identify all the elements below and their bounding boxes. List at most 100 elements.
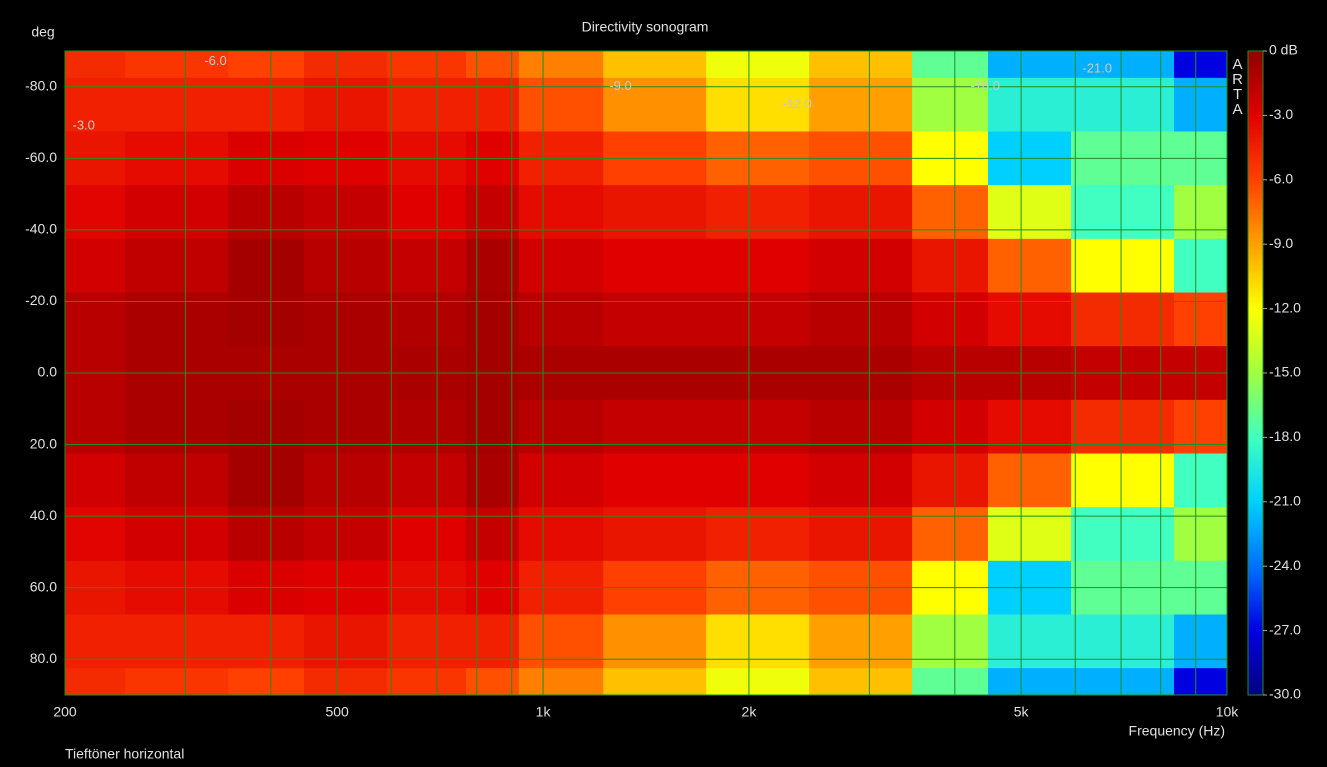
cell [65,185,126,240]
cell [912,614,989,669]
cell [65,614,126,669]
cell [518,614,604,669]
cell [125,453,229,508]
cell [465,238,520,293]
colorbar-label: -15.0 [1269,364,1301,380]
cell [65,507,126,562]
cell [1174,453,1228,508]
cell [912,399,989,454]
cell [809,507,913,562]
colorbar-label: -6.0 [1269,171,1293,187]
cell [125,507,229,562]
cell [228,238,305,293]
cell [809,51,913,79]
cell [706,668,810,696]
cell [987,51,1072,79]
cell [1071,238,1175,293]
cell [706,614,810,669]
cell [304,51,388,79]
cell [465,453,520,508]
cell [1174,668,1228,696]
cell [809,185,913,240]
colorbar-label: -27.0 [1269,621,1301,637]
x-tick-label: 5k [1014,704,1030,720]
cell [387,668,467,696]
cell [387,51,467,79]
cell [809,453,913,508]
cell [912,238,989,293]
cell [1174,292,1228,347]
cell [987,507,1072,562]
cell [228,185,305,240]
contour-label: -9.0 [609,78,631,93]
cell [987,399,1072,454]
cell [125,399,229,454]
contour-label: -3.0 [73,118,95,133]
cell [518,668,604,696]
cell [1174,238,1228,293]
cell [387,185,467,240]
cell [387,507,467,562]
cell [912,668,989,696]
cell [518,292,604,347]
cell [387,292,467,347]
x-tick-label: 500 [325,704,349,720]
cell [387,77,467,132]
cell [987,614,1072,669]
cell [603,292,707,347]
cell [304,77,388,132]
cell [518,51,604,79]
cell [912,507,989,562]
cell [987,668,1072,696]
cell [304,453,388,508]
colorbar [1247,50,1264,696]
cell [1071,668,1175,696]
contour-label: -18.0 [970,78,1000,93]
y-tick-label: -60.0 [25,149,57,165]
cell [65,668,126,696]
cell [912,453,989,508]
cell [809,668,913,696]
cell [65,453,126,508]
cell [228,51,305,79]
y-tick-label: 40.0 [30,507,57,523]
cell [304,185,388,240]
cell [228,292,305,347]
cell [125,292,229,347]
cell [1174,399,1228,454]
cell [125,77,229,132]
cell [706,507,810,562]
cell [1071,453,1175,508]
cell [603,507,707,562]
plot-border [64,50,1228,696]
cell [1174,614,1228,669]
x-tick-label: 200 [53,704,77,720]
cell [125,238,229,293]
colorbar-label: -21.0 [1269,493,1301,509]
cell [125,614,229,669]
cell [603,614,707,669]
cell [603,399,707,454]
cell [304,668,388,696]
note: Tieftöner horizontal [65,746,184,762]
x-tick-label: 1k [536,704,552,720]
cell [518,399,604,454]
cell [1174,51,1228,79]
cell [387,453,467,508]
cell [1071,185,1175,240]
cell [1071,399,1175,454]
cell [65,51,126,79]
cell [228,668,305,696]
cell [387,238,467,293]
cell [304,399,388,454]
cell [465,51,520,79]
cell [809,614,913,669]
cell [65,399,126,454]
cell [125,51,229,79]
cell [987,77,1072,132]
y-tick-label: 0.0 [38,364,58,380]
cell [125,185,229,240]
contour-label: -12.0 [782,96,812,111]
